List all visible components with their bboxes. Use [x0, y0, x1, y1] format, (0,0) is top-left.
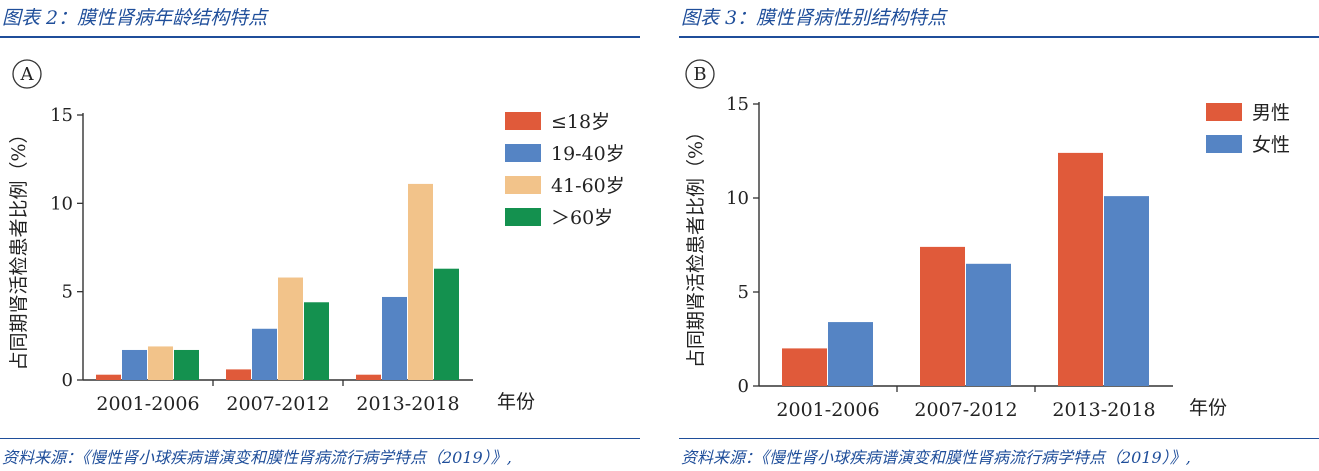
legend-label: 男性 — [1252, 102, 1290, 124]
bar-4-2 — [304, 302, 329, 380]
source-note: 资料来源：《慢性肾小球疾病谱演变和膜性肾病流行病学特点（2019）》, — [2, 448, 512, 467]
bar-3-1 — [148, 346, 173, 380]
figure-title: 图表 3：膜性肾病性别结构特点 — [681, 7, 947, 29]
legend-label: 19-40岁 — [551, 143, 625, 165]
source-divider — [0, 438, 640, 439]
x-tick-label: 2013-2018 — [356, 393, 459, 415]
legend-swatch — [1206, 103, 1242, 121]
panel-label: B — [693, 64, 706, 85]
bar-1-3 — [356, 374, 381, 380]
x-tick-label: 2007-2012 — [226, 393, 329, 415]
bar-2-2 — [252, 328, 277, 380]
y-tick-label: 15 — [726, 94, 749, 115]
legend-swatch — [505, 176, 541, 194]
bar-1-1 — [96, 374, 121, 380]
y-tick-label: 10 — [50, 193, 73, 214]
y-tick-label: 10 — [726, 188, 749, 209]
legend-label: ＞60岁 — [551, 207, 613, 229]
gender-structure-chart: B 占同期肾活检患者比例（%） 0 5 10 15 2001-2006 2007-2012 20… — [685, 59, 1290, 421]
legend-swatch — [505, 112, 541, 130]
legend-label: 41-60岁 — [551, 175, 625, 197]
bar-3-3 — [408, 183, 433, 380]
source-divider — [679, 438, 1319, 439]
y-tick-label: 0 — [738, 376, 749, 397]
panel-label: A — [20, 64, 35, 85]
y-tick-label: 0 — [62, 370, 73, 391]
y-axis-label: 占同期肾活检患者比例（%） — [8, 124, 30, 370]
x-tick-label: 2001-2006 — [776, 399, 879, 421]
bar-2-2 — [966, 263, 1011, 386]
x-axis-label: 年份 — [497, 391, 535, 413]
bar-1-3 — [1058, 152, 1103, 386]
legend-label: 女性 — [1252, 134, 1290, 156]
title-divider — [0, 36, 640, 38]
legend-swatch — [1206, 135, 1242, 153]
figure-panel-age: 图表 2：膜性肾病年龄结构特点 A 占同期肾活检患者比例（%） 0 5 10 15 2001… — [0, 0, 640, 471]
legend-label: ≤18岁 — [551, 111, 610, 133]
bar-2-3 — [382, 296, 407, 380]
bar-3-2 — [278, 277, 303, 380]
bar-1-1 — [782, 348, 827, 386]
bar-4-1 — [174, 349, 199, 380]
bar-1-2 — [226, 369, 251, 380]
legend-swatch — [505, 144, 541, 162]
panel-label-circle — [12, 59, 42, 89]
y-tick-label: 5 — [738, 282, 749, 303]
figure-panel-gender: 图表 3：膜性肾病性别结构特点 B 占同期肾活检患者比例（%） 0 5 10 15 2001… — [679, 0, 1319, 471]
x-axis-label: 年份 — [1189, 397, 1227, 419]
bar-1-2 — [920, 246, 965, 386]
bar-2-3 — [1104, 196, 1149, 386]
bar-2-1 — [828, 322, 873, 386]
age-structure-chart: A 占同期肾活检患者比例（%） 0 5 10 15 2001-2006 2007-2012 20… — [8, 59, 625, 415]
y-axis-label: 占同期肾活检患者比例（%） — [685, 122, 707, 368]
y-tick-label: 15 — [50, 105, 73, 126]
x-tick-label: 2007-2012 — [914, 399, 1017, 421]
source-note: 资料来源：《慢性肾小球疾病谱演变和膜性肾病流行病学特点（2019）》, — [681, 448, 1191, 467]
x-tick-label: 2013-2018 — [1052, 399, 1155, 421]
title-divider — [679, 36, 1319, 38]
figure-title: 图表 2：膜性肾病年龄结构特点 — [2, 7, 268, 29]
x-tick-label: 2001-2006 — [96, 393, 199, 415]
bar-4-3 — [434, 268, 459, 380]
bar-2-1 — [122, 349, 147, 380]
legend-swatch — [505, 208, 541, 226]
y-tick-label: 5 — [62, 282, 73, 303]
panel-label-circle — [685, 59, 715, 89]
